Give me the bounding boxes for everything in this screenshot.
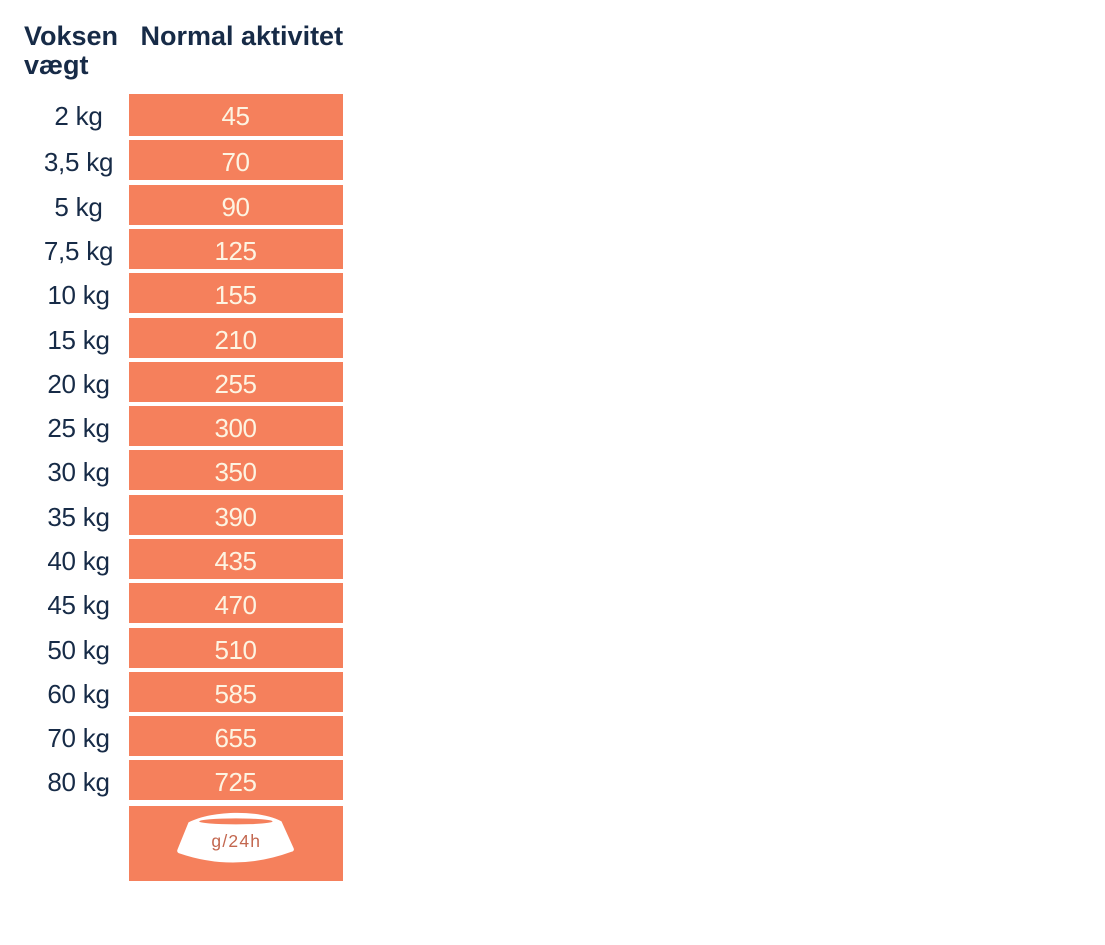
- svg-text:g/24h: g/24h: [211, 831, 261, 851]
